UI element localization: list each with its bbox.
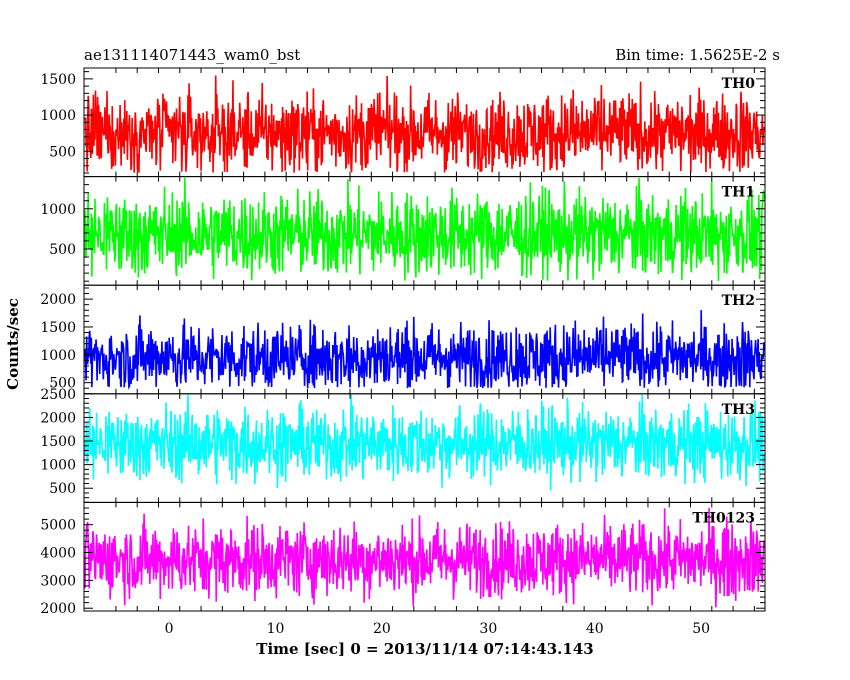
y-tick-label: 1000 xyxy=(40,202,76,218)
y-tick-label: 5000 xyxy=(40,518,76,534)
chart-title-right: Bin time: 1.5625E-2 s xyxy=(615,46,780,64)
series-th0 xyxy=(84,75,765,173)
series-th0123 xyxy=(84,508,765,608)
y-tick-label: 500 xyxy=(49,144,76,160)
y-tick-label: 500 xyxy=(49,376,76,392)
panel-th0: 500 1000 1500 TH0 xyxy=(40,67,766,178)
x-axis: 0 10 20 30 40 50 xyxy=(165,621,710,637)
x-tick-label: 30 xyxy=(479,621,497,637)
chart-title-left: ae131114071443_wam0_bst xyxy=(84,46,300,64)
y-tick-label: 2000 xyxy=(40,410,76,426)
y-tick-label: 2500 xyxy=(40,387,76,403)
panel-label-th3: TH3 xyxy=(722,402,755,418)
panel-label-th0: TH0 xyxy=(722,76,756,92)
y-tick-label: 1500 xyxy=(40,72,76,88)
y-axis-label: Counts/sec xyxy=(4,298,22,390)
x-tick-label: 20 xyxy=(373,621,391,637)
panels-group: 500 1000 1500 TH0 500 1000 TH1 500 1000 1500 2000 T… xyxy=(40,67,766,617)
x-tick-label: 10 xyxy=(267,621,285,637)
panel-label-th0123: TH0123 xyxy=(692,510,755,526)
x-tick-label: 50 xyxy=(692,621,710,637)
panel-frame xyxy=(83,501,766,612)
y-tick-label: 500 xyxy=(49,242,76,258)
panel-th3: 500 1000 1500 2000 2500 TH3 xyxy=(40,387,766,503)
series-th2 xyxy=(84,310,765,390)
y-tick-label: 1000 xyxy=(40,458,76,474)
panel-label-th2: TH2 xyxy=(722,293,755,309)
y-tick-label: 1500 xyxy=(40,434,76,450)
x-axis-label: Time [sec] 0 = 2013/11/14 07:14:43.143 xyxy=(256,640,593,658)
series-th1 xyxy=(84,177,765,282)
panel-th1: 500 1000 TH1 xyxy=(40,176,766,286)
y-tick-label: 500 xyxy=(49,481,76,497)
y-tick-label: 1000 xyxy=(40,348,76,364)
y-tick-label: 4000 xyxy=(40,546,76,562)
series-th3 xyxy=(84,393,765,491)
y-tick-label: 1500 xyxy=(40,320,76,336)
y-tick-label: 3000 xyxy=(40,573,76,589)
y-tick-label: 2000 xyxy=(40,601,76,617)
y-tick-label: 1000 xyxy=(40,108,76,124)
panel-th2: 500 1000 1500 2000 TH2 xyxy=(40,284,766,395)
panel-th0123: 2000 3000 4000 5000 TH0123 xyxy=(40,501,766,617)
panel-label-th1: TH1 xyxy=(722,185,755,201)
x-tick-label: 0 xyxy=(165,621,174,637)
x-tick-label: 40 xyxy=(586,621,604,637)
y-tick-label: 2000 xyxy=(40,292,76,308)
